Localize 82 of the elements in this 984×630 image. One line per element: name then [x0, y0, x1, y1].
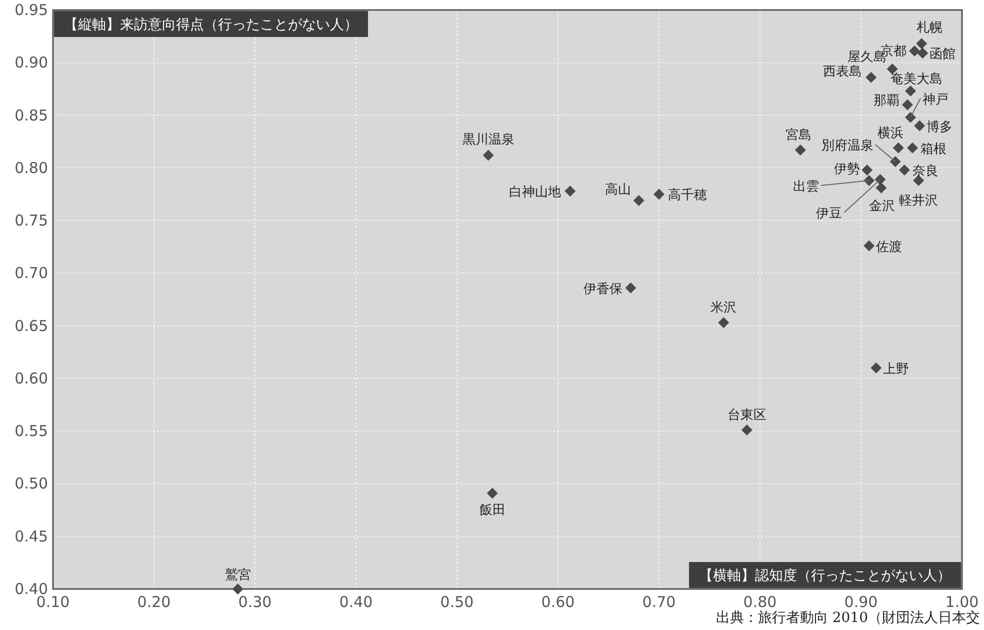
label: 伊勢 [834, 162, 860, 178]
point [902, 99, 913, 110]
label: 上野 [883, 362, 910, 377]
y-tick-label: 0.45 [14, 527, 48, 546]
label: 台東区 [727, 408, 766, 424]
point [904, 86, 916, 97]
x-tick-label: 0.60 [541, 593, 575, 611]
y-tick-label: 0.75 [14, 212, 48, 230]
label: 博多 [926, 120, 953, 135]
point [232, 584, 244, 594]
label: 札幌 [916, 20, 943, 36]
label: 佐渡 [876, 240, 902, 255]
annotation: 別府温泉 [821, 138, 874, 154]
point [862, 164, 873, 176]
label: 飯田 [479, 503, 506, 518]
label: 箱根 [920, 142, 946, 157]
x-axis-title: 【横軸】認知度（行ったことがない人） [699, 568, 951, 584]
label: 神戸 [910, 92, 948, 118]
y-tick-label: 0.95 [14, 1, 48, 19]
label: 宮島 [785, 128, 812, 144]
source-note: 出典：旅行者動向 2010（財団法人日本交 [716, 610, 980, 626]
y-tick-label: 0.65 [14, 316, 48, 335]
point [914, 120, 926, 132]
y-tick-label: 0.70 [14, 264, 48, 282]
point [482, 150, 494, 161]
label: 奈良 [912, 164, 938, 180]
point [864, 240, 875, 252]
x-tick-label: 0.80 [743, 593, 777, 611]
y-tick-label: 0.80 [14, 158, 48, 177]
point [916, 38, 928, 50]
y-tick-label: 0.50 [14, 474, 48, 493]
point [486, 488, 498, 499]
label: 鷲宮 [224, 568, 251, 583]
point [718, 317, 730, 328]
point [917, 48, 928, 59]
x-tick-label: 0.40 [339, 593, 373, 611]
x-tick-label: 0.20 [137, 593, 171, 611]
label: 金沢 [869, 198, 896, 214]
y-tick-label: 0.55 [14, 422, 48, 440]
label: 軽井沢 [899, 194, 938, 209]
point [741, 424, 752, 436]
point [904, 112, 916, 123]
point [870, 362, 882, 374]
label: 伊香保 [584, 282, 623, 297]
annotation: 出雲 [793, 180, 820, 195]
x-tick-label: 0.70 [642, 593, 676, 611]
y-tick-label: 0.90 [14, 54, 48, 72]
annotation: 神戸 [922, 92, 948, 108]
label: 横浜 [877, 126, 904, 141]
label: 白神山地 [509, 185, 562, 200]
point [898, 164, 910, 176]
y-tick-label: 0.60 [14, 369, 48, 388]
point [876, 182, 887, 194]
label: 奄美大島 [890, 72, 942, 88]
x-tick-label: 1.00 [945, 593, 979, 611]
x-tick-label: 0.10 [36, 593, 70, 611]
x-tick-label: 0.90 [844, 593, 878, 611]
label: 高山 [604, 182, 631, 198]
point [564, 186, 576, 197]
label: 西表島 [823, 64, 862, 80]
point [864, 175, 875, 186]
point [794, 144, 806, 156]
label: 別府温泉 [821, 138, 896, 162]
point [907, 142, 918, 154]
annotation: 伊豆 [816, 206, 842, 222]
point [890, 156, 901, 168]
y-tick-label: 0.85 [14, 106, 48, 124]
label: 函館 [930, 47, 956, 62]
point [909, 46, 920, 57]
point [866, 72, 877, 83]
label: 米沢 [710, 300, 737, 316]
label: 那覇 [873, 94, 900, 109]
point [633, 195, 644, 206]
label: 出雲 [793, 180, 870, 195]
label: 黒川温泉 [462, 132, 514, 148]
point [654, 188, 664, 200]
point [625, 282, 636, 294]
label: 高千穂 [668, 188, 707, 204]
y-axis-title: 【縦軸】来訪意向得点（行ったことがない人） [64, 17, 358, 33]
point [892, 142, 904, 154]
x-tick-label: 0.30 [238, 593, 272, 611]
x-tick-label: 0.50 [440, 593, 474, 611]
